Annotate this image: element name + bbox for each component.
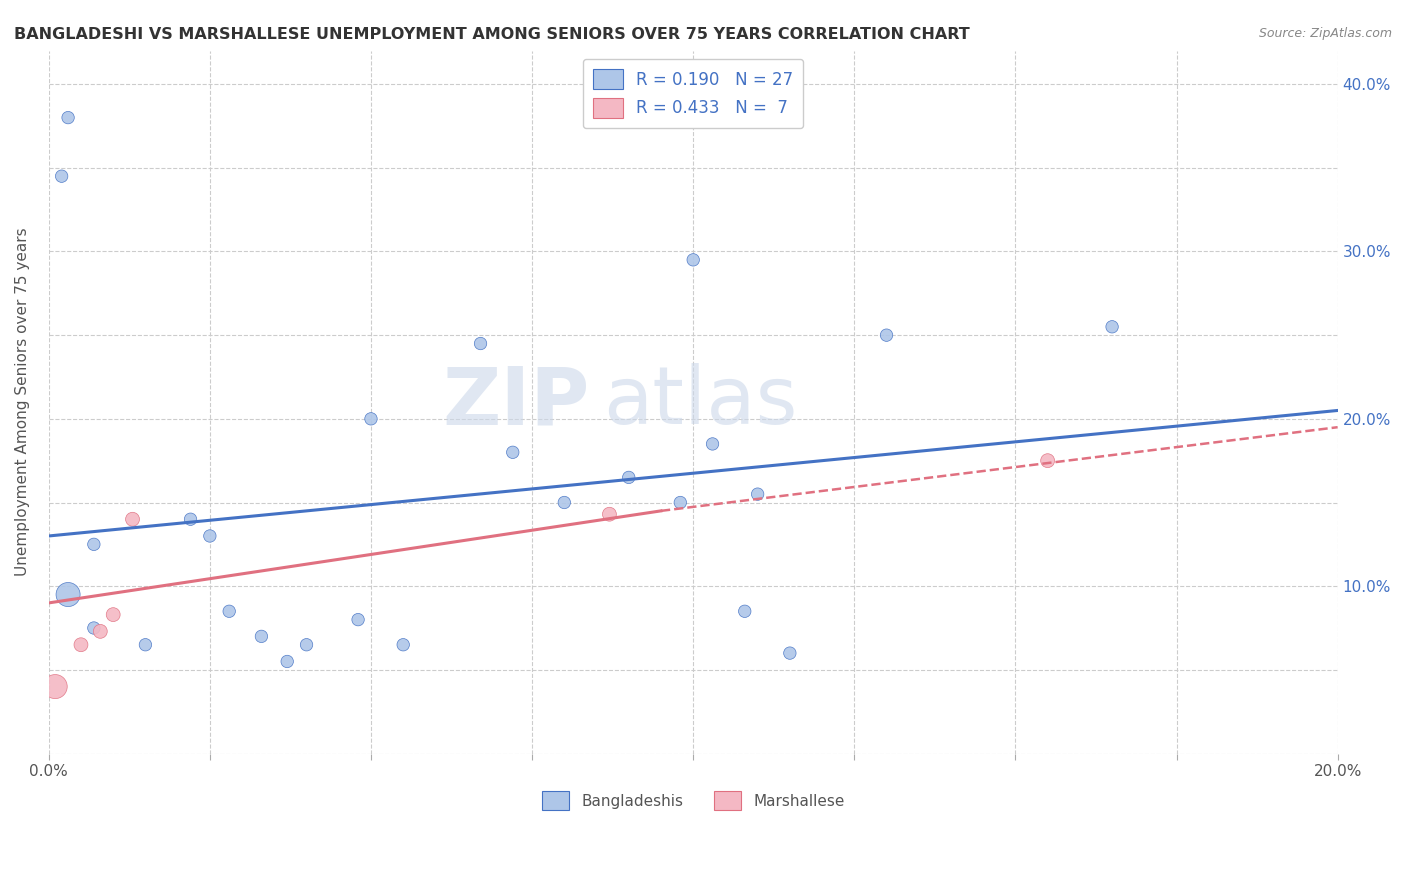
- Point: [121, 512, 143, 526]
- Point: [1101, 319, 1123, 334]
- Point: [70, 638, 93, 652]
- Text: Source: ZipAtlas.com: Source: ZipAtlas.com: [1258, 27, 1392, 40]
- Point: [89, 624, 111, 639]
- Point: [360, 412, 382, 426]
- Point: [347, 613, 370, 627]
- Point: [44, 680, 66, 694]
- Point: [734, 604, 756, 618]
- Point: [502, 445, 524, 459]
- Point: [617, 470, 640, 484]
- Y-axis label: Unemployment Among Seniors over 75 years: Unemployment Among Seniors over 75 years: [15, 227, 30, 576]
- Point: [598, 507, 620, 521]
- Text: ZIP: ZIP: [443, 363, 591, 442]
- Point: [876, 328, 898, 343]
- Point: [56, 588, 79, 602]
- Text: atlas: atlas: [603, 363, 797, 442]
- Text: BANGLADESHI VS MARSHALLESE UNEMPLOYMENT AMONG SENIORS OVER 75 YEARS CORRELATION : BANGLADESHI VS MARSHALLESE UNEMPLOYMENT …: [14, 27, 970, 42]
- Point: [83, 621, 105, 635]
- Point: [134, 638, 156, 652]
- Point: [250, 629, 273, 643]
- Point: [470, 336, 492, 351]
- Point: [702, 437, 724, 451]
- Point: [51, 169, 73, 184]
- Point: [295, 638, 318, 652]
- Point: [180, 512, 202, 526]
- Point: [779, 646, 801, 660]
- Point: [56, 111, 79, 125]
- Point: [218, 604, 240, 618]
- Point: [682, 252, 704, 267]
- Point: [392, 638, 415, 652]
- Point: [103, 607, 125, 622]
- Point: [1036, 453, 1059, 467]
- Point: [276, 655, 298, 669]
- Point: [669, 495, 692, 509]
- Legend: Bangladeshis, Marshallese: Bangladeshis, Marshallese: [536, 785, 851, 816]
- Point: [553, 495, 575, 509]
- Point: [83, 537, 105, 551]
- Point: [198, 529, 221, 543]
- Point: [747, 487, 769, 501]
